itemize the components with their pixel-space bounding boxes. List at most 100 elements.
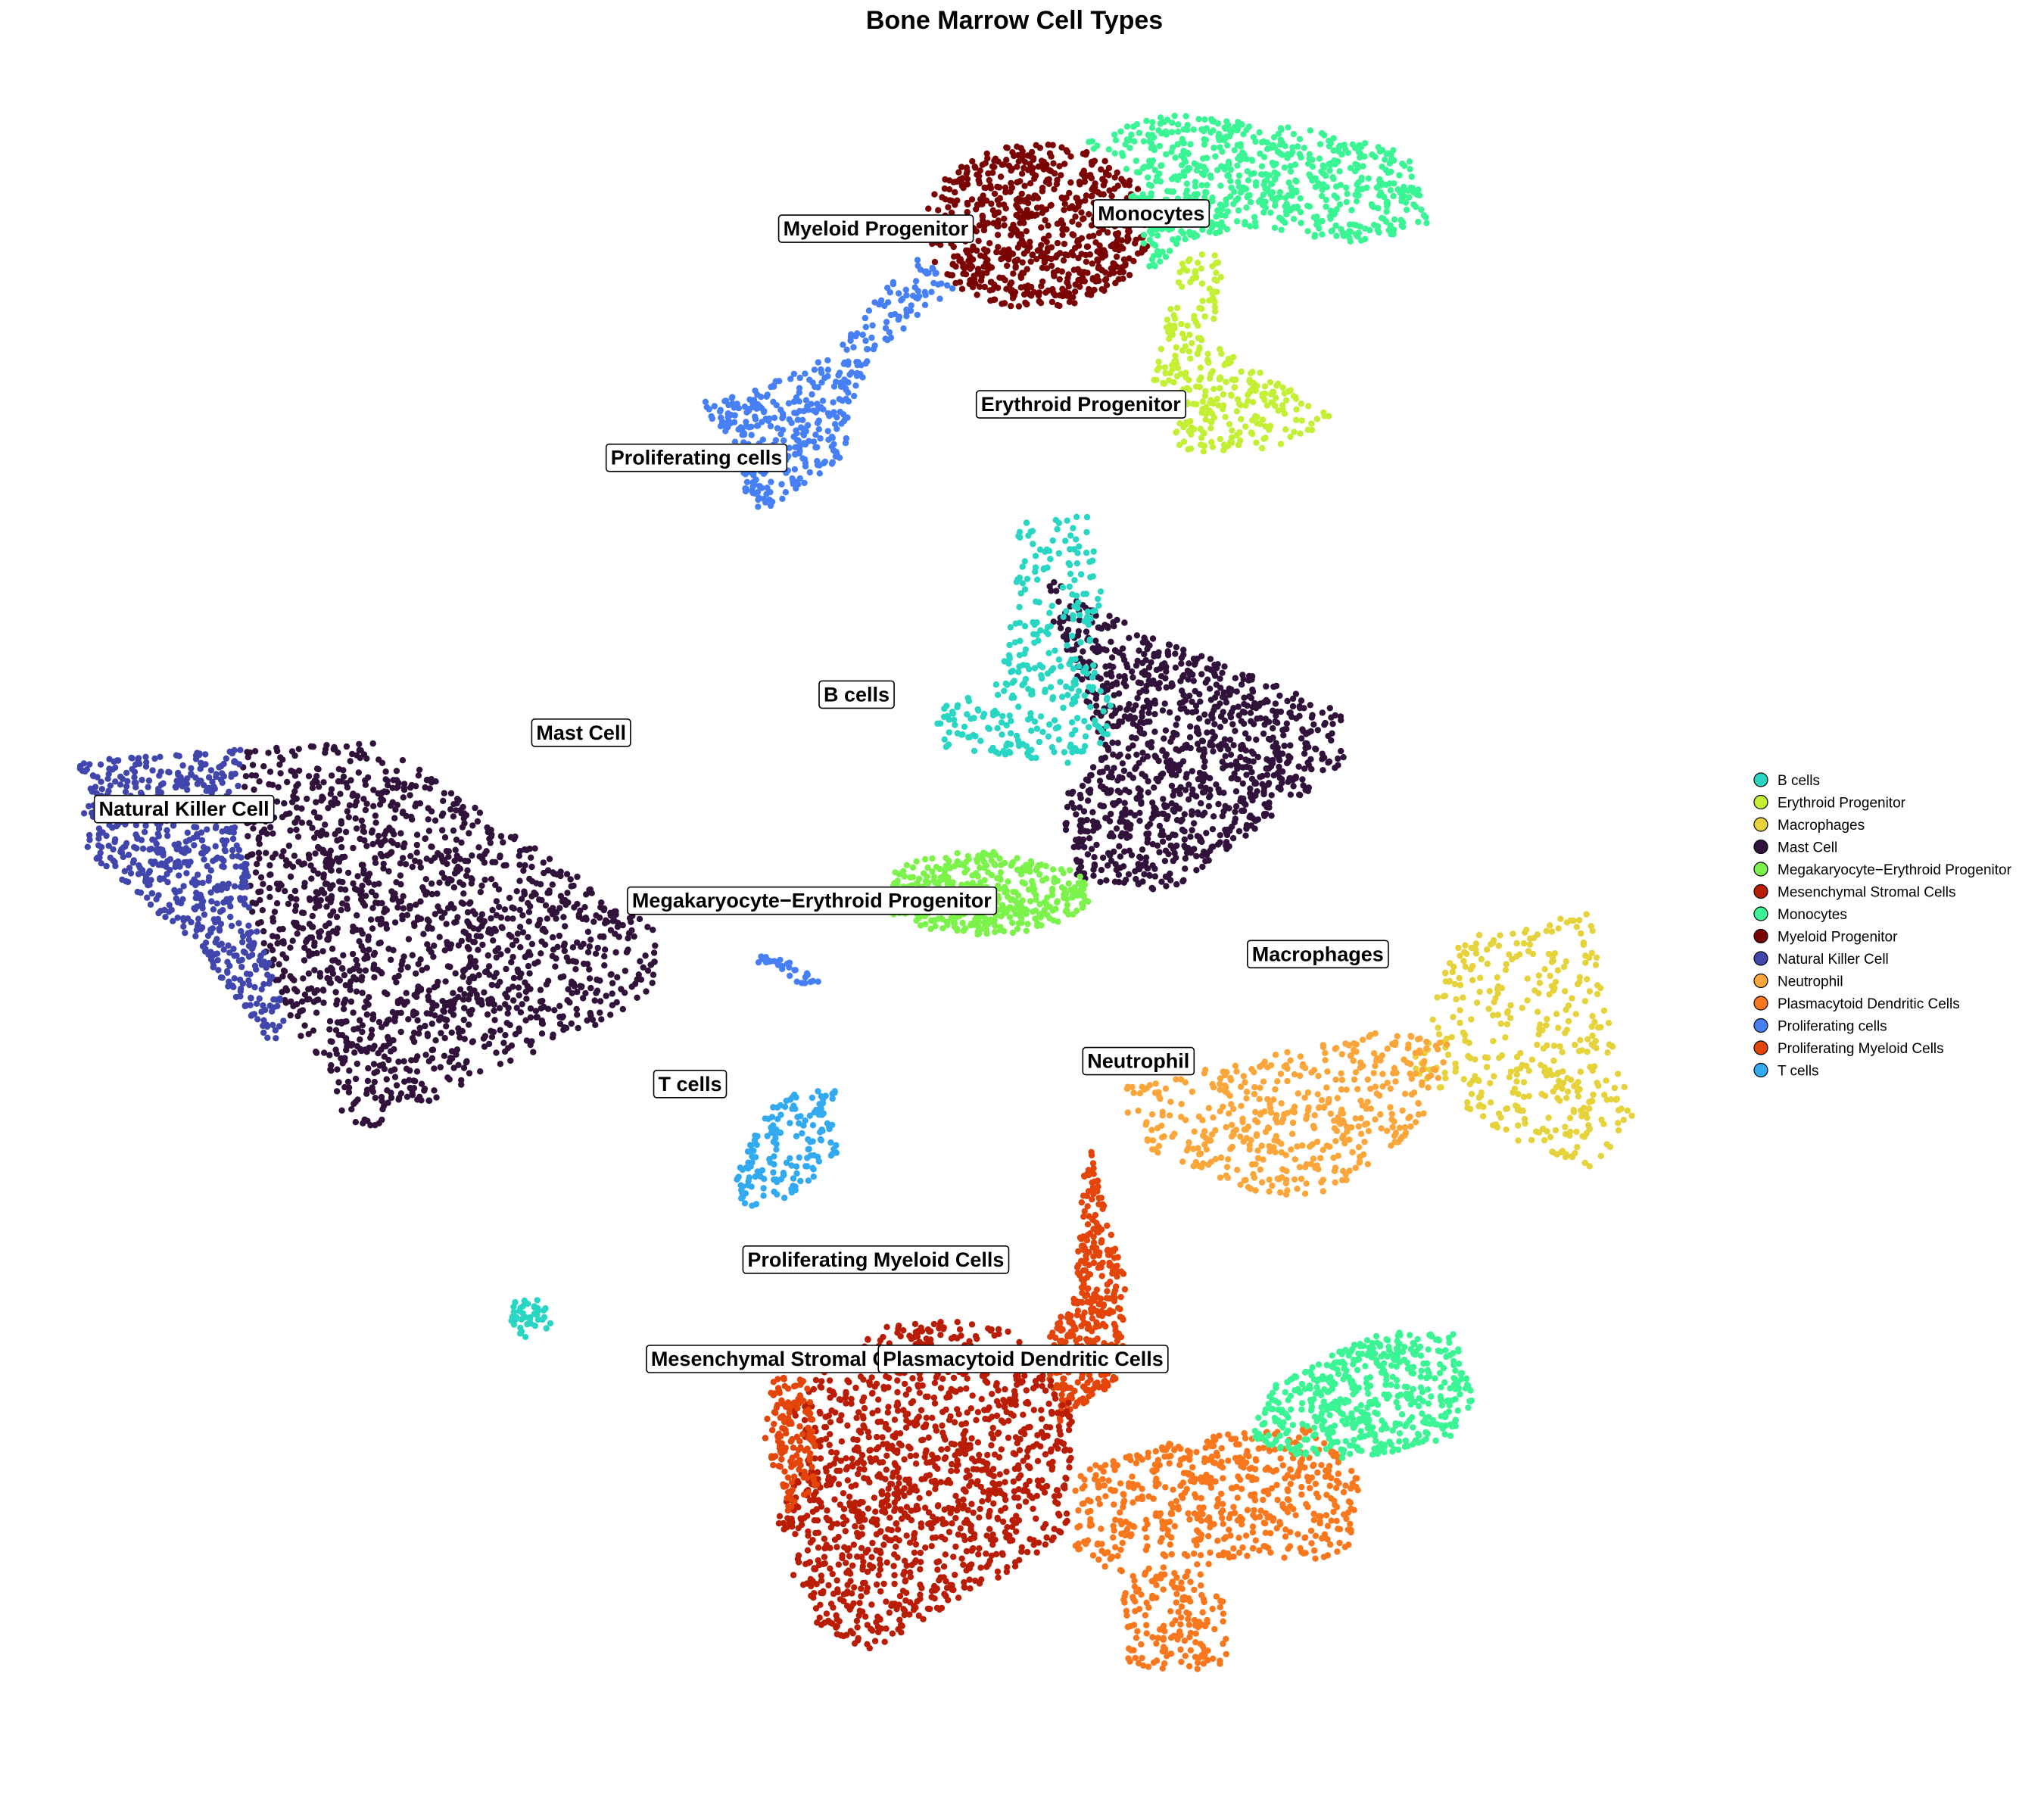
data-point <box>1214 841 1222 848</box>
data-point <box>334 1066 341 1073</box>
data-point <box>316 973 324 980</box>
data-point <box>1139 750 1146 756</box>
data-point <box>469 852 475 859</box>
chart-title: Bone Marrow Cell Types <box>866 6 1163 35</box>
data-point <box>1083 776 1090 784</box>
data-point <box>447 1008 454 1014</box>
data-point <box>260 880 266 887</box>
data-point <box>1278 226 1285 233</box>
data-point <box>1071 300 1078 307</box>
data-point <box>600 933 607 940</box>
data-point <box>509 942 516 949</box>
data-point <box>460 1016 467 1024</box>
data-point <box>519 929 527 936</box>
data-point <box>1199 863 1206 871</box>
data-point <box>1353 198 1360 204</box>
data-point <box>124 778 131 785</box>
data-point <box>1116 269 1123 276</box>
data-point <box>485 963 493 970</box>
data-point <box>1099 854 1107 862</box>
data-point <box>1143 682 1150 689</box>
data-point <box>441 1016 448 1023</box>
data-point <box>385 1016 393 1024</box>
data-point <box>1240 807 1247 814</box>
data-point <box>338 820 345 827</box>
data-point <box>1081 881 1089 889</box>
data-point <box>1068 718 1076 726</box>
data-point <box>354 1096 361 1103</box>
data-point <box>246 981 253 989</box>
data-point <box>973 914 980 921</box>
data-point <box>98 860 104 867</box>
data-point <box>1133 764 1140 771</box>
data-point <box>1148 659 1154 666</box>
data-point <box>470 938 477 946</box>
data-point <box>455 796 463 804</box>
data-point <box>565 986 572 993</box>
data-point <box>408 1057 415 1064</box>
data-point <box>1165 641 1173 648</box>
data-point <box>1078 278 1085 285</box>
data-point <box>1076 663 1083 670</box>
data-point <box>1070 888 1077 895</box>
data-point <box>964 880 971 887</box>
data-point <box>1033 865 1041 871</box>
data-point <box>1085 898 1092 905</box>
data-point <box>207 889 214 896</box>
data-point <box>1045 222 1052 229</box>
data-point <box>1079 782 1086 790</box>
data-point <box>198 760 205 767</box>
data-point <box>351 802 359 809</box>
data-point <box>312 904 319 912</box>
data-point <box>1102 741 1109 748</box>
data-point <box>1186 734 1194 740</box>
data-point <box>294 988 301 995</box>
data-point <box>372 855 379 862</box>
data-point <box>1142 862 1148 869</box>
data-point <box>1244 168 1251 175</box>
data-point <box>1122 181 1129 189</box>
data-point <box>1072 656 1079 662</box>
data-point <box>407 813 415 821</box>
data-point <box>309 784 316 792</box>
data-point <box>492 881 499 889</box>
data-point <box>607 971 614 978</box>
data-point <box>592 950 600 957</box>
data-point <box>1394 186 1401 193</box>
data-point <box>318 887 326 893</box>
data-point <box>921 870 927 877</box>
data-point <box>569 944 577 951</box>
data-point <box>1190 656 1198 662</box>
data-point <box>1072 727 1079 734</box>
data-point <box>992 851 999 859</box>
data-point <box>423 965 431 971</box>
data-point <box>287 1011 294 1019</box>
data-point <box>452 970 459 977</box>
data-point <box>356 938 363 945</box>
data-point <box>1251 170 1257 177</box>
data-point <box>198 901 205 908</box>
data-point <box>422 1052 429 1058</box>
data-point <box>456 986 464 993</box>
data-point <box>1195 116 1202 123</box>
data-point <box>148 890 156 897</box>
data-point <box>1097 878 1104 886</box>
data-point <box>501 906 509 913</box>
data-point <box>528 854 534 862</box>
data-point <box>362 781 369 788</box>
data-point <box>1211 145 1217 151</box>
data-point <box>1149 635 1157 642</box>
data-point <box>324 880 331 888</box>
data-point <box>1227 714 1235 721</box>
data-point <box>1045 142 1052 148</box>
data-point <box>495 886 503 893</box>
data-point <box>388 803 394 809</box>
data-point <box>999 731 1005 738</box>
data-point <box>1120 656 1128 663</box>
data-point <box>1046 583 1053 590</box>
data-point <box>447 963 453 971</box>
data-point <box>1079 676 1086 683</box>
data-point <box>1201 763 1207 771</box>
data-point <box>475 844 482 851</box>
data-point <box>1035 637 1042 644</box>
